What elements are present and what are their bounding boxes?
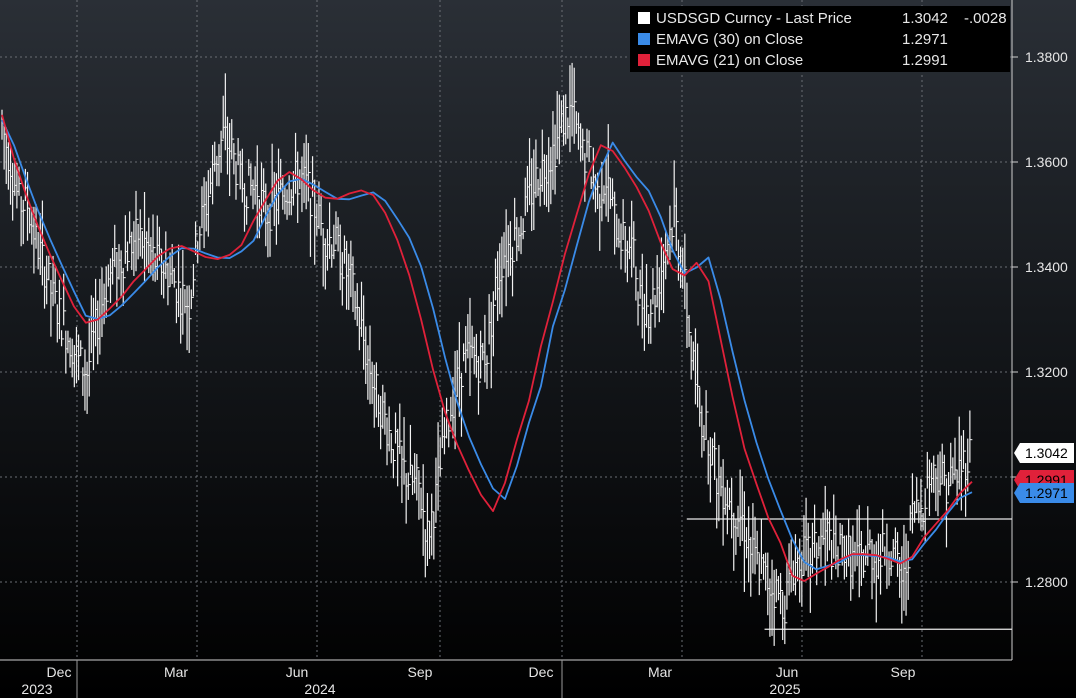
- legend-item-ema21: EMAVG (21) on Close 1.2991: [638, 50, 948, 70]
- legend-item-ema30: EMAVG (30) on Close 1.2971: [638, 29, 948, 49]
- legend-last-price: 1.3042: [902, 9, 948, 27]
- year-label-1: 2024: [304, 681, 335, 697]
- x-tick-label-2: Jun: [286, 664, 309, 680]
- y-tick-label-5: 1.3800: [1025, 49, 1068, 65]
- y-tick-label-0: 1.2800: [1025, 574, 1068, 590]
- price-bars: [1, 62, 973, 646]
- legend: USDSGD Curncy - Last Price 1.3042 -.0028…: [630, 6, 1010, 72]
- x-tick-label-4: Dec: [529, 664, 554, 680]
- legend-value-ema30: 1.2971: [902, 30, 948, 48]
- y-tick-label-4: 1.3600: [1025, 154, 1068, 170]
- last-price-label-box: [1014, 443, 1074, 463]
- legend-value-ema21: 1.2991: [902, 51, 948, 69]
- last-price-label-text: 1.3042: [1025, 445, 1068, 461]
- year-label-2: 2025: [769, 681, 800, 697]
- ema30-line: [1, 119, 973, 571]
- year-label-0: 2023: [21, 681, 52, 697]
- x-tick-label-7: Sep: [891, 664, 916, 680]
- ema30-value-label: 1.2971: [1014, 483, 1074, 503]
- legend-item-usdsgd: USDSGD Curncy - Last Price 1.3042 -.0028: [638, 8, 1007, 28]
- y-tick-label-3: 1.3400: [1025, 259, 1068, 275]
- legend-change: -.0028: [964, 9, 1007, 27]
- x-tick-label-6: Jun: [776, 664, 799, 680]
- x-tick-label-3: Sep: [408, 664, 433, 680]
- legend-swatch-ema21: [638, 54, 650, 66]
- x-tick-label-1: Mar: [164, 664, 188, 680]
- legend-label-usdsgd: USDSGD Curncy - Last Price: [656, 9, 852, 27]
- ema30-value-label-box: [1014, 483, 1074, 503]
- last-price-label: 1.3042: [1014, 443, 1074, 463]
- legend-label-ema30: EMAVG (30) on Close: [656, 30, 804, 48]
- x-tick-label-0: Dec: [47, 664, 72, 680]
- ema21-line: [1, 114, 973, 582]
- legend-swatch-ema30: [638, 33, 650, 45]
- legend-label-ema21: EMAVG (21) on Close: [656, 51, 804, 69]
- legend-swatch-usdsgd: [638, 12, 650, 24]
- ema30-value-label-text: 1.2971: [1025, 485, 1068, 501]
- y-tick-label-2: 1.3200: [1025, 364, 1068, 380]
- x-tick-label-5: Mar: [648, 664, 672, 680]
